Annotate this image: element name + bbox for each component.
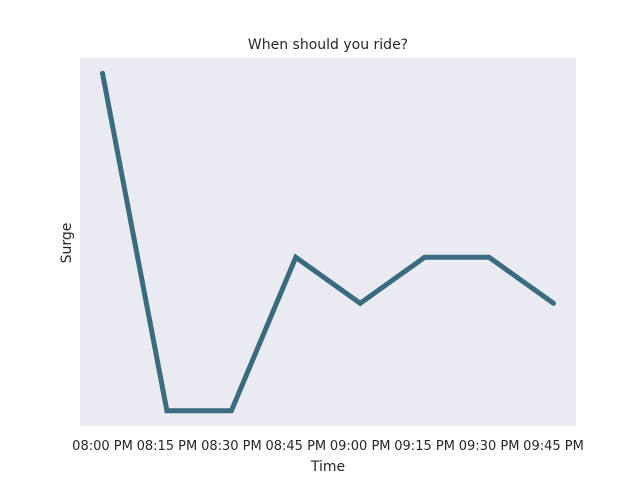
series-line-0 bbox=[100, 70, 556, 414]
series-layer bbox=[100, 70, 556, 414]
x-tick-label: 08:30 PM bbox=[201, 439, 262, 454]
x-tick-label: 08:00 PM bbox=[72, 439, 133, 454]
x-tick-labels: 08:00 PM 08:15 PM 08:30 PM 08:45 PM 09:00 PM… bbox=[72, 439, 584, 454]
y-axis-label: Surge bbox=[59, 223, 75, 264]
x-tick-label: 09:00 PM bbox=[330, 439, 391, 454]
x-tick-label: 08:15 PM bbox=[137, 439, 198, 454]
x-tick-label: 09:30 PM bbox=[459, 439, 520, 454]
chart-title: When should you ride? bbox=[248, 37, 408, 53]
x-tick-label: 09:45 PM bbox=[523, 439, 584, 454]
plot-area bbox=[80, 58, 576, 426]
x-tick-label: 09:15 PM bbox=[394, 439, 455, 454]
x-tick-label: 08:45 PM bbox=[265, 439, 326, 454]
x-axis-label: Time bbox=[310, 459, 345, 475]
